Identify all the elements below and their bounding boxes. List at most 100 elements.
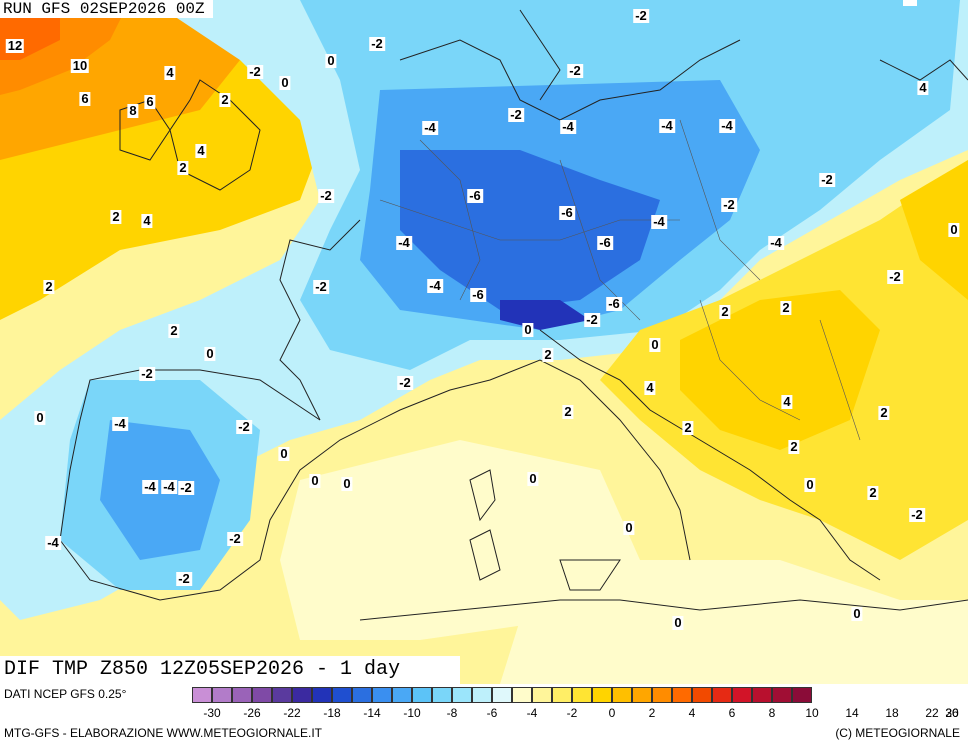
anomaly-label: -4	[651, 214, 667, 229]
colorbar-tick-label: 26	[945, 706, 959, 720]
colorbar-swatch	[412, 687, 432, 703]
credits-left: MTG-GFS - ELABORAZIONE WWW.METEOGIORNALE…	[4, 726, 323, 740]
colorbar-swatch	[732, 687, 752, 703]
anomaly-label: -2	[176, 571, 192, 586]
anomaly-label: 2	[177, 160, 189, 175]
anomaly-label: 2	[562, 404, 574, 419]
anomaly-label: -2	[721, 197, 737, 212]
anomaly-label: -2	[178, 480, 194, 495]
anomaly-label: 4	[164, 65, 176, 80]
anomaly-label: 2	[168, 323, 180, 338]
anomaly-label: -2	[909, 507, 925, 522]
colorbar-swatch	[692, 687, 712, 703]
anomaly-label: 0	[204, 346, 216, 361]
colorbar-tick-label: 4	[688, 706, 696, 720]
anomaly-label: 2	[719, 304, 731, 319]
colorbar-swatch	[592, 687, 612, 703]
anomaly-label: -2	[397, 375, 413, 390]
colorbar-swatch	[212, 687, 232, 703]
colorbar-tick-label: 8	[768, 706, 776, 720]
anomaly-label: 0	[672, 615, 684, 630]
anomaly-label: -6	[606, 296, 622, 311]
anomaly-label: 2	[542, 347, 554, 362]
anomaly-label: -2	[318, 188, 334, 203]
colorbar-swatch	[472, 687, 492, 703]
anomaly-label: 4	[141, 213, 153, 228]
anomaly-label: -2	[369, 36, 385, 51]
colorbar-swatch	[292, 687, 312, 703]
anomaly-label: 0	[623, 520, 635, 535]
anomaly-label: -2	[227, 531, 243, 546]
colorbar-swatch	[232, 687, 252, 703]
colorbar-tick-label: 0	[608, 706, 616, 720]
colorbar-swatch	[332, 687, 352, 703]
colorbar-tick-label: -8	[446, 706, 458, 720]
anomaly-label: -6	[559, 205, 575, 220]
anomaly-label: -2	[236, 419, 252, 434]
anomaly-label: -2	[633, 8, 649, 23]
anomaly-label: 2	[780, 300, 792, 315]
anomaly-label: -2	[313, 279, 329, 294]
colorbar-swatch	[572, 687, 592, 703]
anomaly-label: 8	[127, 103, 139, 118]
colorbar-tick-label: 10	[805, 706, 819, 720]
colorbar-tick-label: -26	[243, 706, 261, 720]
colorbar-tick-label: -6	[486, 706, 498, 720]
anomaly-label: 0	[851, 606, 863, 621]
colorbar-tick-label: 18	[885, 706, 899, 720]
colorbar-swatch	[512, 687, 532, 703]
colorbar-tick-label: -22	[283, 706, 301, 720]
colorbar-swatch	[372, 687, 392, 703]
colorbar-swatch	[712, 687, 732, 703]
anomaly-label: 4	[781, 394, 793, 409]
colorbar-swatch	[672, 687, 692, 703]
credits-right: (C) METEOGIORNALE	[835, 726, 960, 740]
data-source: DATI NCEP GFS 0.25°	[4, 687, 127, 701]
colorbar-swatch	[252, 687, 272, 703]
anomaly-label: -2	[567, 63, 583, 78]
anomaly-label: 2	[43, 279, 55, 294]
colorbar-tick-label: 6	[728, 706, 736, 720]
anomaly-label: 2	[878, 405, 890, 420]
anomaly-label: -6	[470, 287, 486, 302]
anomaly-label: 0	[34, 410, 46, 425]
anomaly-label: 6	[79, 91, 91, 106]
anomaly-label: -2	[584, 312, 600, 327]
colorbar-tick-label: -18	[323, 706, 341, 720]
colorbar-swatch	[772, 687, 792, 703]
anomaly-label: -4	[427, 278, 443, 293]
colorbar-tick-label: -30	[203, 706, 221, 720]
anomaly-label: 0	[341, 476, 353, 491]
run-title: RUN GFS 02SEP2026 00Z	[0, 0, 213, 18]
colorbar	[192, 687, 812, 703]
colorbar-swatch	[612, 687, 632, 703]
colorbar-tick-label: -4	[526, 706, 538, 720]
colorbar-tick-label: 2	[648, 706, 656, 720]
anomaly-label: 2	[682, 420, 694, 435]
colorbar-swatch	[552, 687, 572, 703]
anomaly-label: 0	[279, 75, 291, 90]
anomaly-label: 12	[5, 38, 25, 53]
colorbar-tick-label: -10	[403, 706, 421, 720]
colorbar-tick-label: 30	[945, 706, 959, 720]
anomaly-label: -4	[560, 119, 576, 134]
anomaly-label: -6	[467, 188, 483, 203]
anomaly-label: 2	[110, 209, 122, 224]
anomaly-label: -2	[247, 64, 263, 79]
colorbar-swatch	[632, 687, 652, 703]
colorbar-swatch	[312, 687, 332, 703]
anomaly-label: -4	[396, 235, 412, 250]
anomaly-label: 0	[309, 473, 321, 488]
corner-marker	[903, 0, 917, 6]
anomaly-label: -4	[112, 416, 128, 431]
anomaly-label: 0	[325, 53, 337, 68]
anomaly-label: 6	[144, 94, 156, 109]
anomaly-label: -4	[768, 235, 784, 250]
colorbar-swatch	[652, 687, 672, 703]
colorbar-swatch	[752, 687, 772, 703]
anomaly-label: -4	[142, 479, 158, 494]
colorbar-swatch	[792, 687, 812, 703]
anomaly-label: 0	[804, 477, 816, 492]
anomaly-label: 4	[195, 143, 207, 158]
colorbar-tick-label: -2	[566, 706, 578, 720]
